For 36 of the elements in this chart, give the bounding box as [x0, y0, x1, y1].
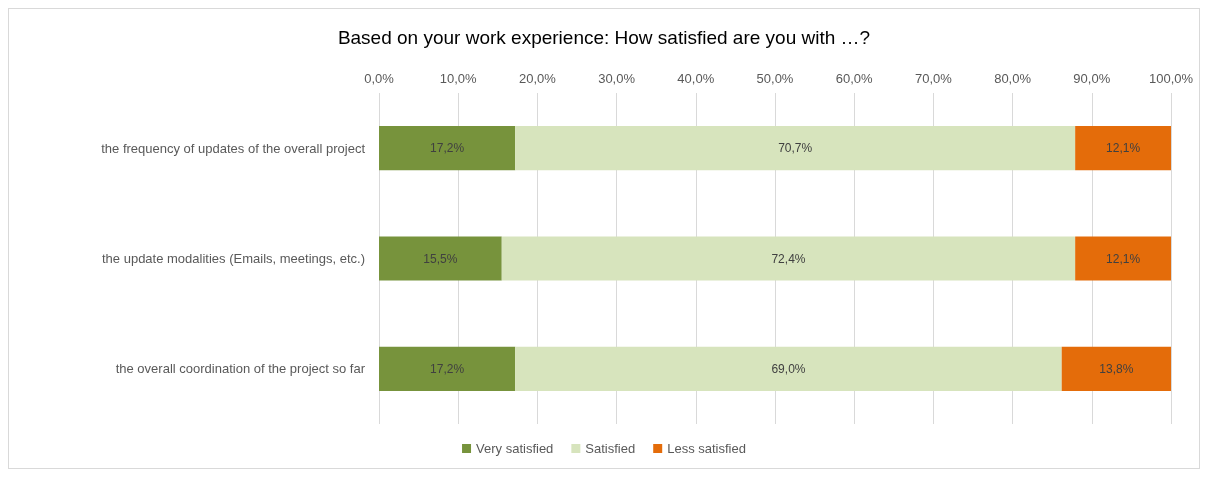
data-label: 69,0%	[771, 361, 806, 376]
x-tick-label: 40,0%	[677, 71, 715, 86]
data-label: 17,2%	[430, 361, 465, 376]
y-tick-label: the overall coordination of the project so far	[115, 361, 366, 377]
x-tick-label: 70,0%	[914, 71, 953, 86]
x-tick-label: 50,0%	[756, 71, 794, 86]
data-label: 13,8%	[1099, 361, 1134, 376]
data-label: 12,1%	[1106, 141, 1141, 156]
x-tick-label: 80,0%	[994, 71, 1032, 86]
x-tick-label: 60,0%	[835, 71, 874, 86]
y-tick-label: the frequency of updates of the overall project	[101, 140, 366, 156]
y-tick-label: the update modalities (Emails, meetings, etc.)	[101, 251, 365, 266]
bar	[501, 236, 1076, 281]
chart-title: Based on your work experience: How satisfied are you with …?	[337, 27, 871, 48]
x-tick-label: 30,0%	[598, 71, 636, 86]
bar	[515, 126, 1076, 171]
data-label: 70,7%	[778, 141, 813, 156]
bar	[1075, 126, 1171, 171]
x-tick-label: 100,0%	[1148, 71, 1194, 86]
bar	[379, 126, 516, 171]
bar	[1061, 346, 1171, 391]
legend-label: Less satisfied	[667, 441, 746, 456]
x-tick-label: 20,0%	[518, 71, 557, 86]
data-label: 17,2%	[430, 141, 465, 156]
bar	[515, 346, 1062, 391]
data-label: 12,1%	[1106, 251, 1141, 266]
bar	[1075, 236, 1171, 281]
x-tick-label: 90,0%	[1073, 71, 1111, 86]
legend-label: Very satisfied	[476, 441, 554, 456]
legend-label: Satisfied	[585, 441, 636, 456]
bar	[379, 236, 502, 281]
x-tick-label: 10,0%	[439, 71, 478, 86]
data-label: 72,4%	[771, 251, 806, 266]
x-tick-label: 0,0%	[364, 71, 395, 86]
data-label: 15,5%	[423, 251, 458, 266]
bar	[379, 346, 516, 391]
